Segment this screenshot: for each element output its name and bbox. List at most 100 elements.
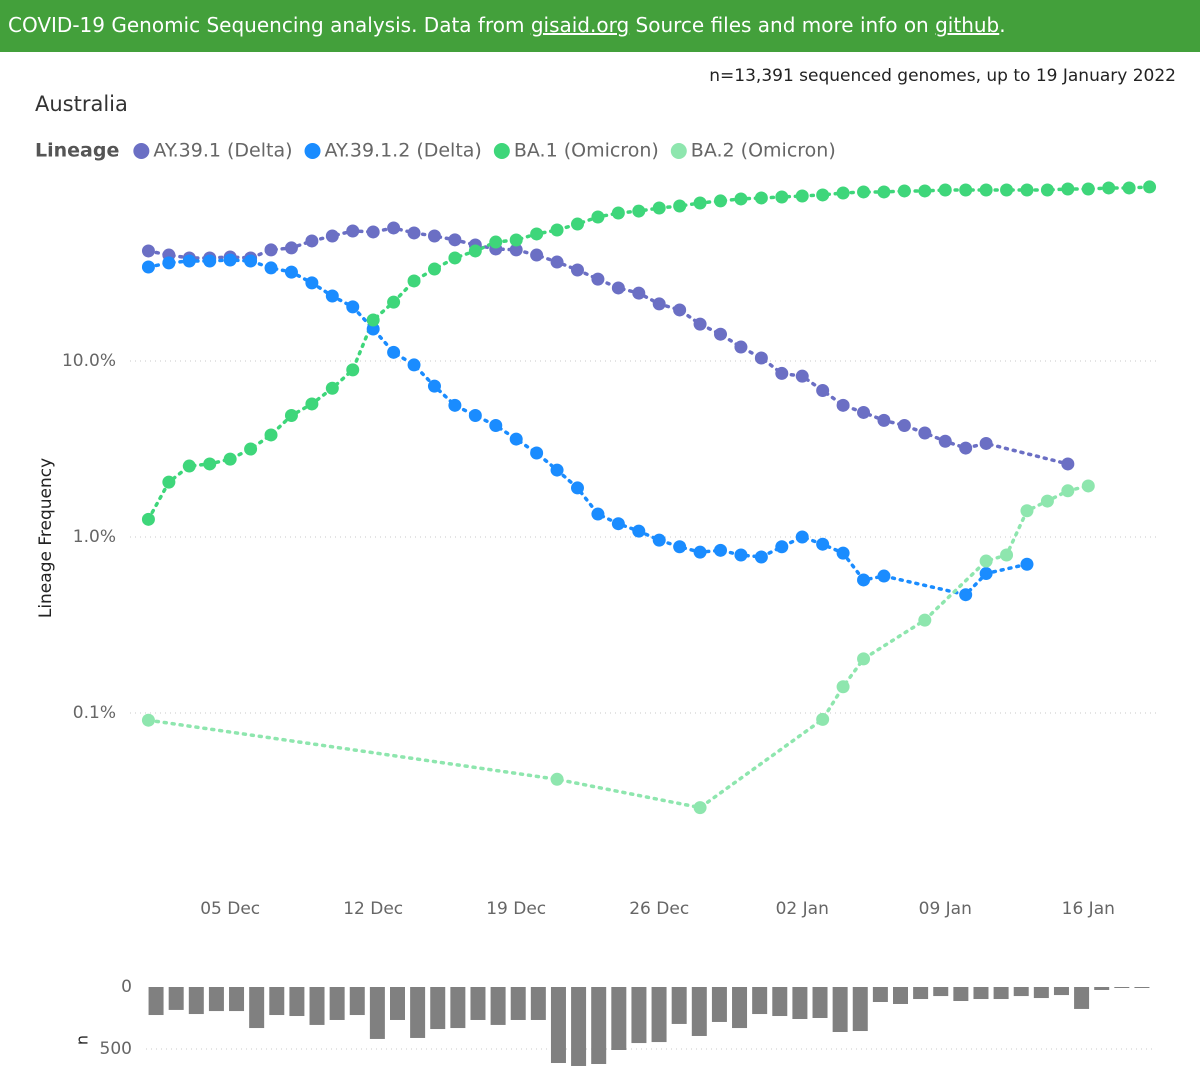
bar xyxy=(852,987,868,1032)
data-point xyxy=(570,481,584,495)
data-point xyxy=(407,226,421,240)
data-point xyxy=(1020,183,1034,197)
data-point xyxy=(611,206,625,220)
x-tick-label: 26 Dec xyxy=(629,899,689,919)
data-point xyxy=(468,244,482,258)
data-point xyxy=(141,713,155,727)
bar xyxy=(913,987,929,1000)
data-point xyxy=(877,413,891,427)
series-line xyxy=(146,258,1029,597)
bar xyxy=(329,987,345,1020)
data-point xyxy=(734,548,748,562)
data-point xyxy=(959,183,973,197)
data-point xyxy=(693,317,707,331)
data-point xyxy=(857,652,871,666)
data-point xyxy=(897,184,911,198)
data-point xyxy=(468,409,482,423)
data-point xyxy=(591,210,605,224)
data-point xyxy=(632,204,646,218)
legend-title: Lineage xyxy=(35,140,119,162)
bar xyxy=(208,987,224,1012)
header-banner: COVID-19 Genomic Sequencing analysis. Da… xyxy=(0,0,1200,52)
data-point xyxy=(775,540,789,554)
data-point xyxy=(816,383,830,397)
data-point xyxy=(775,190,789,204)
bar xyxy=(732,987,748,1029)
data-point xyxy=(754,550,768,564)
data-point xyxy=(387,295,401,309)
data-point xyxy=(591,507,605,521)
bar xyxy=(933,987,949,997)
header-text: . xyxy=(999,13,1006,37)
data-point xyxy=(775,366,789,380)
bar xyxy=(309,987,325,1025)
bar xyxy=(893,987,908,1004)
data-point xyxy=(1000,548,1014,562)
legend-marker xyxy=(493,143,510,159)
data-point xyxy=(693,196,707,210)
data-point xyxy=(448,251,462,265)
data-point xyxy=(836,546,850,560)
data-point xyxy=(611,517,625,531)
chart-subtitle: n=13,391 sequenced genomes, up to 19 Jan… xyxy=(709,66,1176,86)
bar xyxy=(188,987,204,1015)
data-point xyxy=(632,524,646,538)
data-point xyxy=(734,340,748,354)
data-point xyxy=(1040,494,1054,508)
github-link[interactable]: github xyxy=(935,13,1000,37)
y-axis-label: Lineage Frequency xyxy=(36,458,56,618)
data-point xyxy=(284,265,298,279)
data-point xyxy=(795,530,809,544)
data-point xyxy=(141,244,155,258)
data-point xyxy=(857,573,871,587)
data-point xyxy=(448,398,462,412)
bar xyxy=(1094,987,1110,990)
data-point xyxy=(325,289,339,303)
bar xyxy=(249,987,265,1029)
bar xyxy=(611,987,627,1050)
bar xyxy=(792,987,808,1019)
bar xyxy=(510,987,526,1020)
bar xyxy=(571,987,587,1066)
bar xyxy=(1013,987,1029,997)
data-point xyxy=(857,185,871,199)
data-point xyxy=(284,241,298,255)
bar xyxy=(1053,987,1069,996)
x-tick-label: 02 Jan xyxy=(776,899,829,919)
data-point xyxy=(509,432,523,446)
data-point xyxy=(714,194,728,208)
data-point xyxy=(489,419,503,433)
data-point xyxy=(979,567,993,581)
data-point xyxy=(264,428,278,442)
data-point xyxy=(714,543,728,557)
data-point xyxy=(141,512,155,526)
bar xyxy=(711,987,727,1022)
data-point xyxy=(244,442,258,456)
data-point xyxy=(305,234,319,248)
data-point xyxy=(816,712,830,726)
data-point xyxy=(550,255,564,269)
bar xyxy=(953,987,969,1002)
data-point xyxy=(652,297,666,311)
bar xyxy=(550,987,566,1064)
bar xyxy=(430,987,446,1030)
data-point xyxy=(182,254,196,268)
data-point xyxy=(836,680,850,694)
data-point xyxy=(632,286,646,300)
gisaid-link[interactable]: gisaid.org xyxy=(530,13,630,37)
series-line xyxy=(146,226,1070,466)
series-line xyxy=(146,484,1091,810)
x-tick-label: 19 Dec xyxy=(486,899,546,919)
data-point xyxy=(570,217,584,231)
bar xyxy=(671,987,687,1024)
header-text: Source files and more info on xyxy=(629,13,936,37)
data-point xyxy=(918,184,932,198)
data-point xyxy=(264,243,278,257)
data-point xyxy=(1081,479,1095,493)
data-point xyxy=(938,183,952,197)
data-point xyxy=(325,229,339,243)
bar xyxy=(390,987,405,1020)
bar xyxy=(591,987,607,1065)
